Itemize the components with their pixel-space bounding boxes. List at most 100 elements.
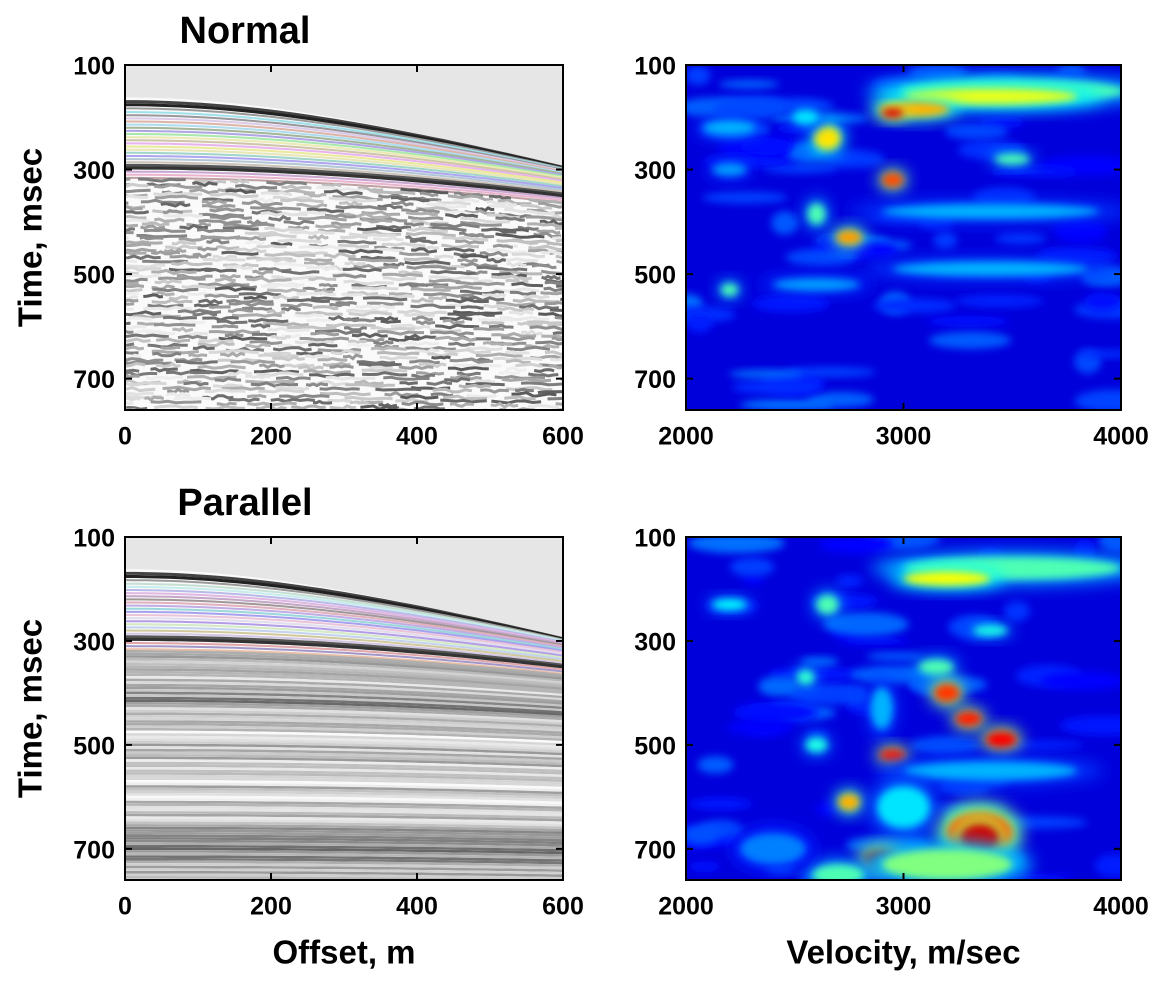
noise-event [552,331,563,336]
noise-event [125,258,138,263]
noise-event [347,342,371,349]
noise-event [541,274,561,281]
spectrum-noise [688,861,721,873]
noise-event [162,385,212,392]
noise-event [179,223,208,231]
noise-event [233,247,267,254]
noise-event [260,191,293,197]
image-area [686,537,1121,880]
noise-event [515,362,543,368]
noise-event [125,302,135,306]
noise-event [250,197,274,204]
noise-event [532,415,583,417]
noise-event [455,239,484,245]
noise-event [430,392,454,398]
reflection [125,873,563,880]
noise-event [426,380,453,386]
noise-event [459,254,489,259]
reflection [125,834,563,842]
spectrum-noise [844,687,869,707]
reflection [125,129,563,177]
noise-event [125,400,134,406]
noise-event [399,251,430,257]
noise-event [171,240,197,246]
noise-event [347,290,379,297]
noise-event [245,374,271,380]
y-axis-title: Time, msec [12,148,49,327]
reflection [125,107,563,170]
reflection [125,831,563,840]
noise-event [449,402,475,408]
noise-event [398,341,439,347]
noise-event [453,363,502,368]
noise-event [504,207,555,216]
noise-event [276,413,315,416]
noise-event [483,303,508,309]
noise-event [344,395,393,401]
reflection [125,699,563,716]
spectrum-noise [718,79,780,89]
reflection [125,689,563,708]
noise-event [506,345,551,352]
spectrum-noise [989,166,1079,177]
noise-event [505,365,527,373]
noise-event [398,365,434,370]
spectrum-noise [928,331,1012,349]
x-tick-label: 3000 [876,893,932,921]
noise-event [189,187,219,195]
noise-event [359,337,385,344]
noise-event [448,341,475,347]
noise-event [196,227,235,234]
reflection [125,811,563,820]
reflection [125,847,563,855]
noise-event [488,194,512,201]
noise-event [401,400,444,407]
noise-event [373,340,394,346]
noise-event [172,326,194,333]
reflection [125,741,563,753]
noise-event [418,362,447,369]
reflection [125,844,563,852]
noise-event [261,282,300,290]
noise-event [155,362,181,369]
noise-event [317,347,362,354]
noise-event [192,311,218,317]
panel-title: Normal [180,10,311,52]
noise-event [341,292,363,297]
noise-event [480,388,509,394]
reflection [125,648,563,675]
noise-event [256,244,287,249]
reflection [125,173,563,202]
noise-event [151,298,193,305]
noise-event [312,399,333,405]
noise-event [178,235,222,242]
reflection [125,720,563,735]
noise-event [434,254,454,259]
noise-event [270,334,291,341]
image-area [125,65,583,417]
reflection [125,601,563,648]
noise-event [181,284,217,290]
noise-event [380,319,401,324]
reflection [125,725,563,739]
noise-event [279,393,330,400]
noise-event [125,227,136,232]
reflection [125,133,563,178]
noise-event [245,342,271,349]
noise-event [314,287,334,296]
noise-event [439,315,473,322]
spectrum-noise [954,294,1044,308]
reflection [125,709,563,725]
noise-event [125,323,146,330]
x-tick-label: 600 [542,423,584,451]
noise-event [138,177,186,183]
noise-event [506,261,527,268]
semblance-peak [881,204,1100,219]
noise-event [555,226,563,230]
noise-event [351,285,399,291]
noise-event [251,332,277,337]
semblance-peak [773,278,860,291]
reflection [125,148,563,186]
noise-event [215,245,240,251]
noise-event [193,179,227,185]
